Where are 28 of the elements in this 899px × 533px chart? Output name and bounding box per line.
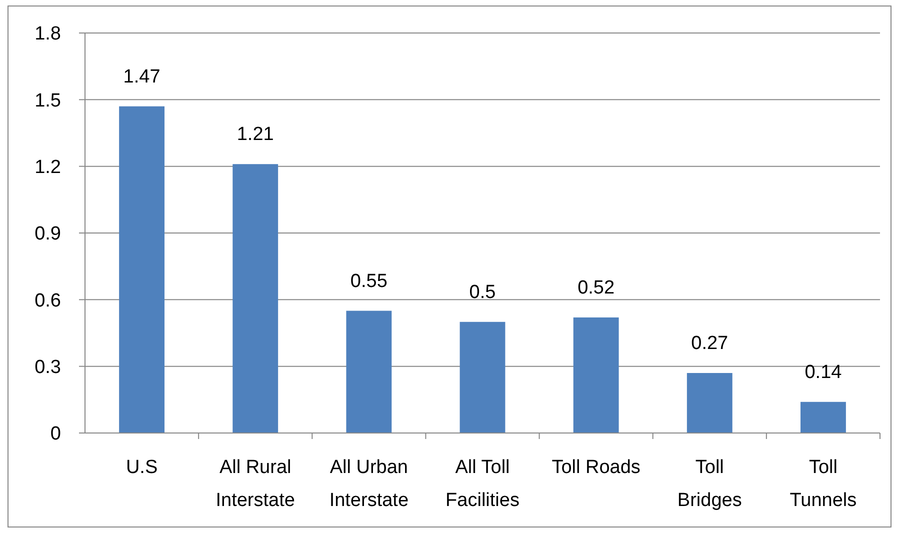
- x-tick-label: All Toll Facilities: [446, 457, 520, 511]
- y-tick-label: 1.5: [34, 90, 61, 112]
- data-label: 0.27: [691, 333, 728, 354]
- y-tick-label: 0.6: [34, 290, 61, 312]
- bar: [232, 164, 278, 433]
- y-tick-label: 0.9: [34, 224, 61, 245]
- data-label: 0.5: [469, 282, 496, 303]
- x-tick-label: Toll Tunnels: [790, 457, 857, 511]
- x-tick-label: Toll Roads: [552, 457, 640, 478]
- x-tick-label: All Rural Interstate: [216, 457, 295, 511]
- x-tick-label: Toll Bridges: [677, 457, 742, 511]
- bar: [460, 322, 506, 433]
- data-label: 0.55: [350, 270, 388, 292]
- x-tick-label: All Urban Interstate: [329, 457, 409, 511]
- y-tick-label: 0.3: [34, 356, 61, 378]
- y-tick-label: 0: [50, 424, 61, 445]
- data-label: 0.52: [578, 277, 615, 298]
- bar: [119, 106, 164, 433]
- x-tick-label: U.S: [126, 457, 158, 478]
- data-label: 1.21: [236, 124, 274, 146]
- y-tick-label: 1.2: [34, 156, 61, 178]
- bar: [573, 317, 619, 433]
- bar: [686, 373, 732, 433]
- y-tick-label: 1.8: [34, 24, 61, 45]
- data-label: 1.47: [123, 66, 160, 88]
- bar: [346, 310, 392, 433]
- data-label: 0.14: [804, 362, 842, 383]
- bar: [800, 402, 846, 433]
